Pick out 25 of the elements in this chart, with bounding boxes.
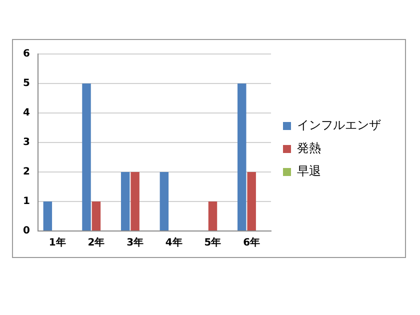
y-tick-label: 3 — [22, 137, 30, 148]
bar — [160, 172, 169, 230]
x-tick-label: 3年 — [126, 236, 144, 249]
x-tick-label: 6年 — [243, 236, 260, 249]
bar — [247, 172, 256, 230]
bar — [208, 202, 218, 230]
x-tick-label: 4年 — [165, 236, 182, 249]
y-tick-label: 2 — [22, 166, 30, 178]
y-tick-label: 0 — [22, 226, 30, 237]
y-tick-label: 4 — [22, 108, 30, 119]
bar — [92, 202, 101, 230]
bar — [130, 172, 140, 230]
legend-label: 発熱 — [297, 140, 321, 157]
legend-label: 早退 — [297, 163, 321, 180]
bar — [120, 172, 130, 230]
x-tick-label: 5年 — [204, 236, 222, 249]
y-tick-label: 5 — [22, 78, 30, 90]
x-tick-label: 2年 — [88, 236, 105, 249]
bar — [43, 202, 52, 230]
x-tick-label: 1年 — [48, 236, 66, 249]
legend-label: インフルエンザ — [297, 117, 381, 134]
bar — [238, 84, 246, 230]
y-tick-label: 1 — [22, 196, 30, 208]
bar — [82, 84, 91, 230]
y-tick-label: 6 — [22, 48, 30, 60]
